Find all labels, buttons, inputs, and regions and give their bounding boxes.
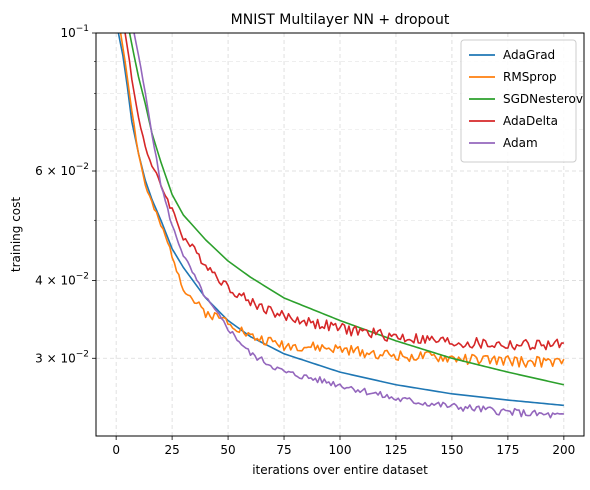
x-tick-label: 125 [385, 443, 408, 457]
x-axis-title: iterations over entire dataset [252, 463, 428, 477]
x-tick-label: 25 [164, 443, 179, 457]
series-line-adadelta [124, 33, 564, 351]
series-line-rmsprop [119, 33, 565, 368]
legend-label: AdaGrad [503, 48, 555, 62]
series-line-adam [133, 33, 564, 419]
x-tick-label: 200 [552, 443, 575, 457]
x-tick-label: 75 [276, 443, 291, 457]
y-axis-ticks: 10−16 × 10−24 × 10−23 × 10−2 [35, 24, 96, 365]
x-tick-label: 100 [329, 443, 352, 457]
y-tick-label: 4 × 10−2 [35, 272, 89, 288]
y-axis-title: training cost [9, 197, 23, 272]
chart-title: MNIST Multilayer NN + dropout [231, 12, 450, 28]
x-tick-label: 150 [440, 443, 463, 457]
x-axis-ticks: 0 25 50 75 100 125 150 175 200 [112, 436, 575, 457]
legend: AdaGrad RMSprop SGDNesterov AdaDelta Adam [460, 39, 583, 163]
legend-label: RMSprop [503, 70, 557, 84]
x-tick-label: 175 [496, 443, 519, 457]
y-tick-label: 6 × 10−2 [35, 162, 89, 178]
x-tick-label: 50 [220, 443, 235, 457]
y-tick-label: 3 × 10−2 [35, 349, 89, 365]
legend-label: AdaDelta [503, 114, 558, 128]
series-line-sgdnesterov [128, 33, 565, 386]
series-lines [117, 33, 565, 419]
legend-label: Adam [503, 136, 538, 150]
x-tick-label: 0 [112, 443, 120, 457]
legend-label: SGDNesterov [503, 92, 583, 106]
legend-box [460, 39, 577, 163]
series-line-adagrad [117, 33, 564, 407]
